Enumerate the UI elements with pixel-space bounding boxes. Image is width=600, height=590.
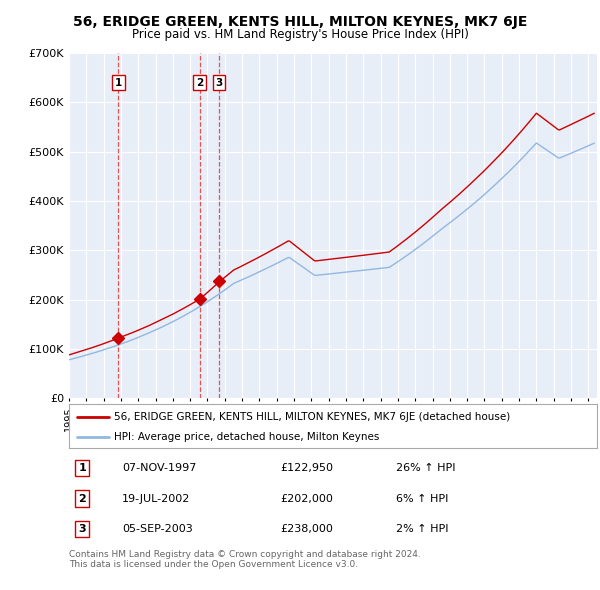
Text: Price paid vs. HM Land Registry's House Price Index (HPI): Price paid vs. HM Land Registry's House … [131, 28, 469, 41]
Text: £238,000: £238,000 [280, 524, 333, 534]
Text: 6% ↑ HPI: 6% ↑ HPI [397, 494, 449, 503]
Text: £202,000: £202,000 [280, 494, 333, 503]
Text: £122,950: £122,950 [280, 463, 333, 473]
Text: 3: 3 [215, 78, 223, 88]
Text: 56, ERIDGE GREEN, KENTS HILL, MILTON KEYNES, MK7 6JE (detached house): 56, ERIDGE GREEN, KENTS HILL, MILTON KEY… [114, 412, 510, 421]
Text: 1: 1 [79, 463, 86, 473]
Text: 05-SEP-2003: 05-SEP-2003 [122, 524, 193, 534]
Text: 26% ↑ HPI: 26% ↑ HPI [397, 463, 456, 473]
Text: 07-NOV-1997: 07-NOV-1997 [122, 463, 196, 473]
Text: 3: 3 [79, 524, 86, 534]
Text: 56, ERIDGE GREEN, KENTS HILL, MILTON KEYNES, MK7 6JE: 56, ERIDGE GREEN, KENTS HILL, MILTON KEY… [73, 15, 527, 30]
Text: Contains HM Land Registry data © Crown copyright and database right 2024.
This d: Contains HM Land Registry data © Crown c… [69, 550, 421, 569]
Text: 2% ↑ HPI: 2% ↑ HPI [397, 524, 449, 534]
Text: 2: 2 [79, 494, 86, 503]
Text: 19-JUL-2002: 19-JUL-2002 [122, 494, 190, 503]
Text: 2: 2 [196, 78, 203, 88]
Text: 1: 1 [115, 78, 122, 88]
Text: HPI: Average price, detached house, Milton Keynes: HPI: Average price, detached house, Milt… [114, 432, 379, 442]
